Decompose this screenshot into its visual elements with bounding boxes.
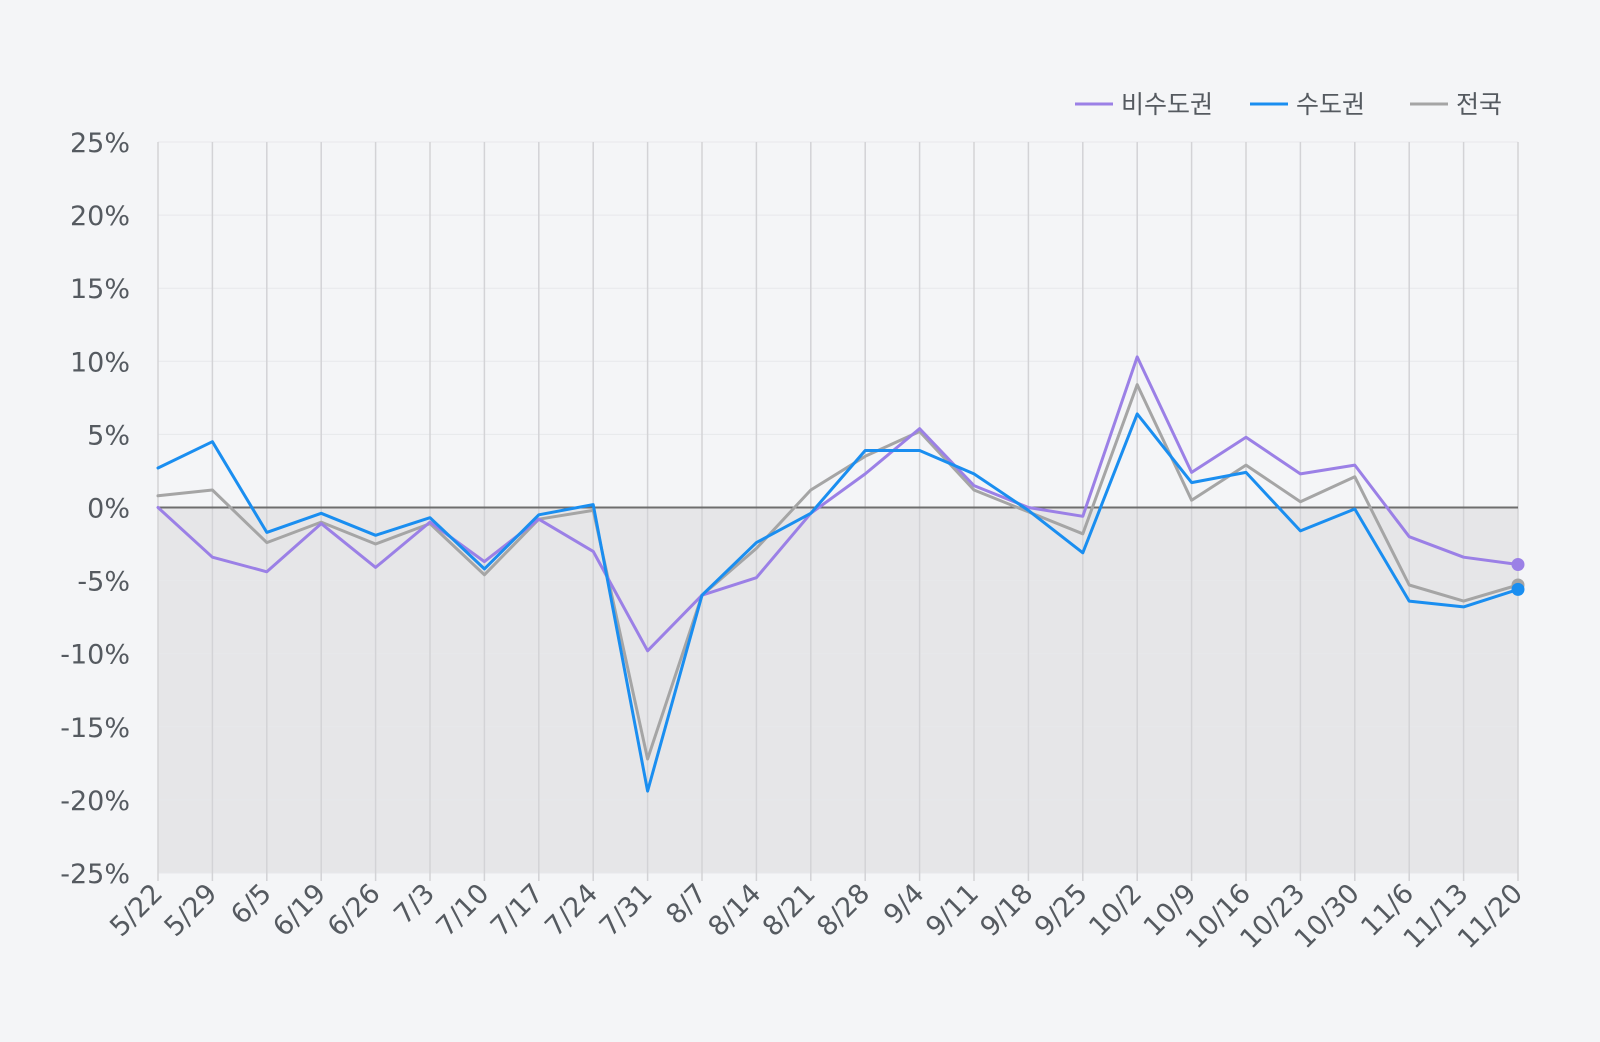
y-tick-label: -5% [77, 567, 130, 598]
negative-region [158, 507, 1518, 873]
y-tick-label: 25% [70, 128, 130, 159]
x-tick-label: 6/26 [322, 878, 387, 943]
legend-label: 비수도권 [1121, 90, 1213, 119]
negative-band-layer [158, 507, 1518, 873]
y-tick-label: 15% [70, 274, 130, 305]
y-tick-label: -25% [60, 859, 130, 890]
series-line [156, 355, 1520, 653]
x-axis: 5/225/29 6/56/196/26 7/37/107/177/247/31 8/… [104, 878, 1529, 955]
x-tick-label: 8/14 [703, 878, 768, 943]
y-tick-label: -20% [60, 786, 130, 817]
legend-label: 전국 [1456, 90, 1502, 119]
x-tick-label: 7/17 [485, 878, 550, 943]
x-tick-label: 9/25 [1029, 878, 1094, 943]
x-tick-label: 5/29 [159, 878, 224, 943]
y-tick-label: -10% [60, 640, 130, 671]
series-line [156, 412, 1520, 793]
y-tick-label: 20% [70, 201, 130, 232]
x-tick-label: 6/19 [267, 878, 332, 943]
series-end-point [1511, 582, 1525, 596]
x-tick-label: 7/10 [431, 878, 496, 943]
series-end-point [1511, 558, 1525, 572]
legend: 비수도권 수도권 전국 [1075, 90, 1502, 119]
y-tick-label: 5% [87, 420, 130, 451]
y-tick-label: -15% [60, 713, 130, 744]
x-tick-label: 8/21 [757, 878, 822, 943]
x-tick-label: 8/28 [811, 878, 876, 943]
y-tick-label: 0% [87, 494, 130, 525]
y-axis: 25% 20% 15% 10% 5% 0% -5% -10% -15% -20% -25% [60, 128, 130, 890]
x-tick-label: 7/24 [539, 878, 604, 943]
y-tick-label: 10% [70, 347, 130, 378]
x-tick-label: 7/31 [594, 878, 659, 943]
series-line [156, 383, 1520, 761]
legend-label: 수도권 [1296, 90, 1365, 119]
x-tick-label: 10/2 [1083, 878, 1148, 943]
x-tick-label: 9/11 [920, 878, 985, 943]
grid-layer [157, 141, 1519, 881]
x-tick-label: 9/18 [975, 878, 1040, 943]
series-layer [156, 355, 1525, 793]
